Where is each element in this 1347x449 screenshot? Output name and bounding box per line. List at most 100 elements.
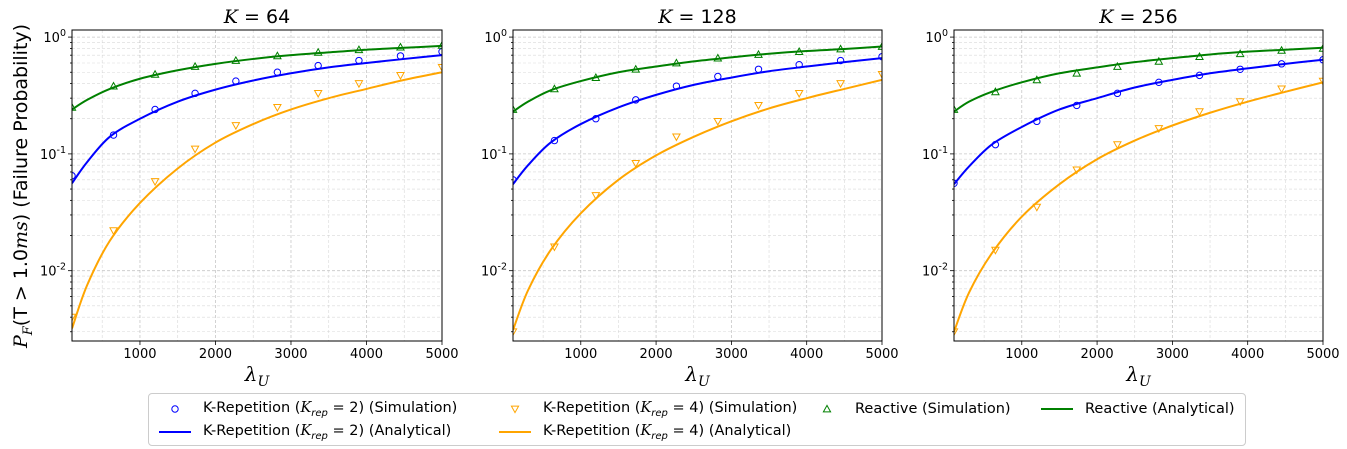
y-tick-label: 100 — [43, 28, 66, 46]
y-axis-label: PF(T > 1.0ms) (Failure Probability) — [10, 24, 36, 349]
legend-entry-k-repetition-k-rep-4-analytical: K-Repetition (Krep = 4) (Analytical) — [495, 421, 791, 443]
y-tick-label: 100 — [925, 28, 948, 46]
legend-symbol — [171, 405, 179, 413]
legend-symbol — [510, 405, 520, 414]
x-tick-label: 3000 — [274, 347, 307, 362]
y-tick-label: 10-2 — [481, 262, 507, 280]
legend-label: K-Repetition (Krep = 4) (Simulation) — [543, 399, 798, 419]
y-tick-label: 10-1 — [40, 145, 66, 163]
axes-frame — [953, 29, 1324, 342]
data-point — [631, 159, 641, 168]
legend-entry-reactive-analytical: Reactive (Analytical) — [1037, 398, 1235, 420]
series-line — [954, 81, 1323, 333]
x-tick-label: 5000 — [1306, 347, 1339, 362]
chart-panel-2: 1000 2000 3000 4000 5000 10-2 10-1 100 K = 128 λU — [481, 6, 899, 390]
series-k-repetition-k-rep-2-simulation — [954, 56, 1323, 187]
x-tick-label: 2000 — [199, 347, 232, 362]
data-point — [877, 70, 882, 79]
data-point — [1032, 203, 1042, 212]
data-point — [1112, 61, 1122, 70]
data-point — [272, 104, 282, 113]
axes-frame — [71, 29, 443, 342]
series-k-repetition-k-rep-2-simulation — [513, 52, 882, 184]
series-line — [954, 46, 1323, 113]
series-k-repetition-k-rep-2-analytical — [954, 58, 1323, 185]
axes-frame — [512, 29, 883, 342]
data-point — [72, 313, 77, 322]
panel-title: K = 64 — [223, 6, 290, 28]
series-k-repetition-k-rep-4-simulation — [72, 64, 442, 322]
series-line — [72, 44, 442, 111]
legend-entry-reactive-simulation: Reactive (Simulation) — [807, 398, 1011, 420]
data-point — [396, 42, 405, 51]
legend-label: Reactive (Analytical) — [1085, 401, 1235, 417]
x-axis-label: λU — [1125, 362, 1152, 390]
data-point — [954, 179, 958, 187]
series-line — [513, 57, 882, 185]
legend-entry-k-repetition-k-rep-2-simulation: K-Repetition (Krep = 2) (Simulation) — [155, 398, 457, 420]
x-axis-label: λU — [684, 362, 711, 390]
series-reactive-analytical — [513, 45, 882, 113]
x-tick-label: 4000 — [1231, 347, 1264, 362]
x-tick-label: 3000 — [1156, 347, 1189, 362]
data-point — [1277, 85, 1287, 94]
data-point — [1195, 108, 1204, 117]
data-point — [713, 117, 723, 126]
legend-symbol — [822, 404, 832, 413]
data-point — [1112, 141, 1122, 150]
legend-entry-k-repetition-k-rep-4-simulation: K-Repetition (Krep = 4) (Simulation) — [495, 398, 797, 420]
legend: K-Repetition (Krep = 2) (Simulation) K-Re… — [148, 393, 1246, 446]
series-k-repetition-k-rep-4-analytical — [513, 78, 882, 331]
x-axis-ticks: 1000 2000 3000 4000 5000 — [123, 341, 459, 362]
y-axis-ticks: 10-2 10-1 100 — [40, 28, 72, 333]
y-axis-label-text: PF(T > 1.0ms) (Failure Probability) — [10, 24, 36, 349]
legend-symbol — [159, 431, 191, 433]
data-point — [513, 104, 518, 113]
data-point — [437, 64, 442, 73]
data-point — [1235, 49, 1245, 58]
x-tick-label: 2000 — [640, 347, 673, 362]
data-point — [1235, 98, 1245, 107]
grid — [72, 30, 443, 341]
series-k-repetition-k-rep-2-analytical — [72, 54, 442, 184]
data-point — [550, 136, 559, 145]
x-axis-ticks: 1000 2000 3000 4000 5000 — [1005, 341, 1340, 362]
data-point — [231, 122, 241, 131]
x-tick-label: 3000 — [715, 347, 748, 362]
data-point — [190, 145, 200, 154]
series-k-repetition-k-rep-2-analytical — [513, 57, 882, 185]
legend-symbol — [1041, 408, 1073, 410]
panel-title: K = 256 — [1098, 6, 1177, 28]
data-point — [313, 89, 323, 98]
data-point — [836, 56, 845, 65]
series-reactive-simulation — [513, 41, 882, 113]
x-tick-label: 4000 — [350, 347, 383, 362]
y-tick-label: 10-2 — [922, 262, 948, 280]
data-point — [109, 131, 118, 139]
series-k-repetition-k-rep-4-simulation — [513, 70, 882, 337]
series-k-repetition-k-rep-4-analytical — [72, 71, 442, 329]
x-tick-label: 5000 — [425, 347, 458, 362]
x-tick-label: 4000 — [790, 347, 823, 362]
x-tick-label: 5000 — [865, 347, 898, 362]
y-tick-label: 100 — [484, 28, 507, 46]
series-k-repetition-k-rep-4-analytical — [954, 81, 1323, 333]
legend-label: K-Repetition (Krep = 4) (Analytical) — [543, 422, 792, 442]
y-tick-label: 10-1 — [481, 145, 507, 163]
data-point — [1318, 77, 1323, 86]
data-point — [396, 72, 405, 81]
series-line — [72, 54, 442, 184]
legend-marker — [510, 405, 520, 414]
legend-entry-k-repetition-k-rep-2-analytical: K-Repetition (Krep = 2) (Analytical) — [155, 421, 451, 443]
x-tick-label: 2000 — [1081, 347, 1114, 362]
series-reactive-analytical — [72, 44, 442, 111]
x-axis-label: λU — [244, 362, 271, 390]
series-reactive-analytical — [954, 46, 1323, 113]
series-line — [72, 71, 442, 329]
data-point — [437, 40, 442, 49]
data-point — [671, 133, 681, 142]
chart-panel-3: 1000 2000 3000 4000 5000 10-2 10-1 100 K = 256 λU — [922, 6, 1340, 390]
chart-panel-1: 1000 2000 3000 4000 5000 10-2 10-1 100 K = 64 λU — [40, 6, 459, 390]
